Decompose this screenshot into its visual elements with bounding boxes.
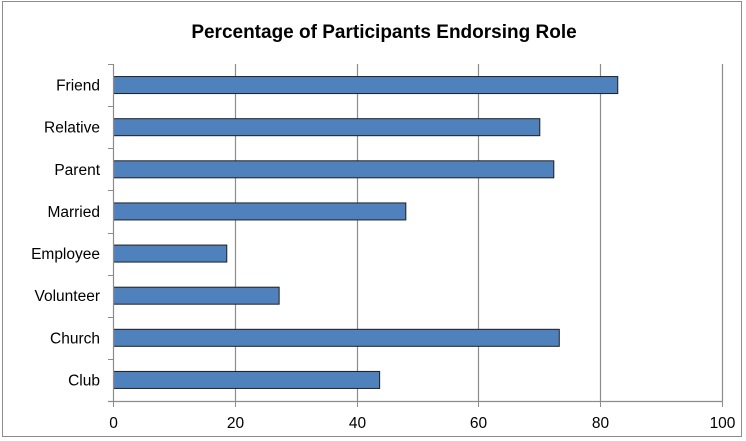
category-label-volunteer: Volunteer — [35, 288, 101, 305]
bar-friend — [113, 76, 619, 95]
bar-employee — [113, 244, 228, 263]
axes — [108, 64, 723, 407]
category-label-club: Club — [68, 372, 100, 389]
category-label-friend: Friend — [56, 78, 100, 95]
bar-church — [113, 328, 560, 347]
x-tick-label-100: 100 — [710, 415, 736, 432]
category-label-parent: Parent — [54, 162, 100, 179]
category-labels: Friend Relative Parent Married Employee Volun… — [31, 78, 101, 390]
bar-married — [113, 202, 407, 221]
x-tick-label-60: 60 — [470, 415, 488, 432]
x-tick-label-0: 0 — [109, 415, 118, 432]
category-label-employee: Employee — [31, 246, 100, 263]
bar-club — [113, 370, 381, 389]
x-tick-label-20: 20 — [227, 415, 245, 432]
bar-volunteer — [113, 286, 280, 305]
x-tick-labels: 0 20 40 60 80 100 — [109, 415, 736, 432]
chart-title: Percentage of Participants Endorsing Rol… — [191, 22, 576, 43]
bars — [113, 76, 619, 389]
category-label-married: Married — [47, 204, 100, 221]
x-tick-label-40: 40 — [349, 415, 367, 432]
category-label-relative: Relative — [44, 120, 100, 137]
bar-relative — [113, 118, 541, 137]
x-tick-label-80: 80 — [592, 415, 610, 432]
bar-parent — [113, 160, 555, 179]
grid-lines — [234, 64, 724, 401]
category-label-church: Church — [50, 330, 100, 347]
